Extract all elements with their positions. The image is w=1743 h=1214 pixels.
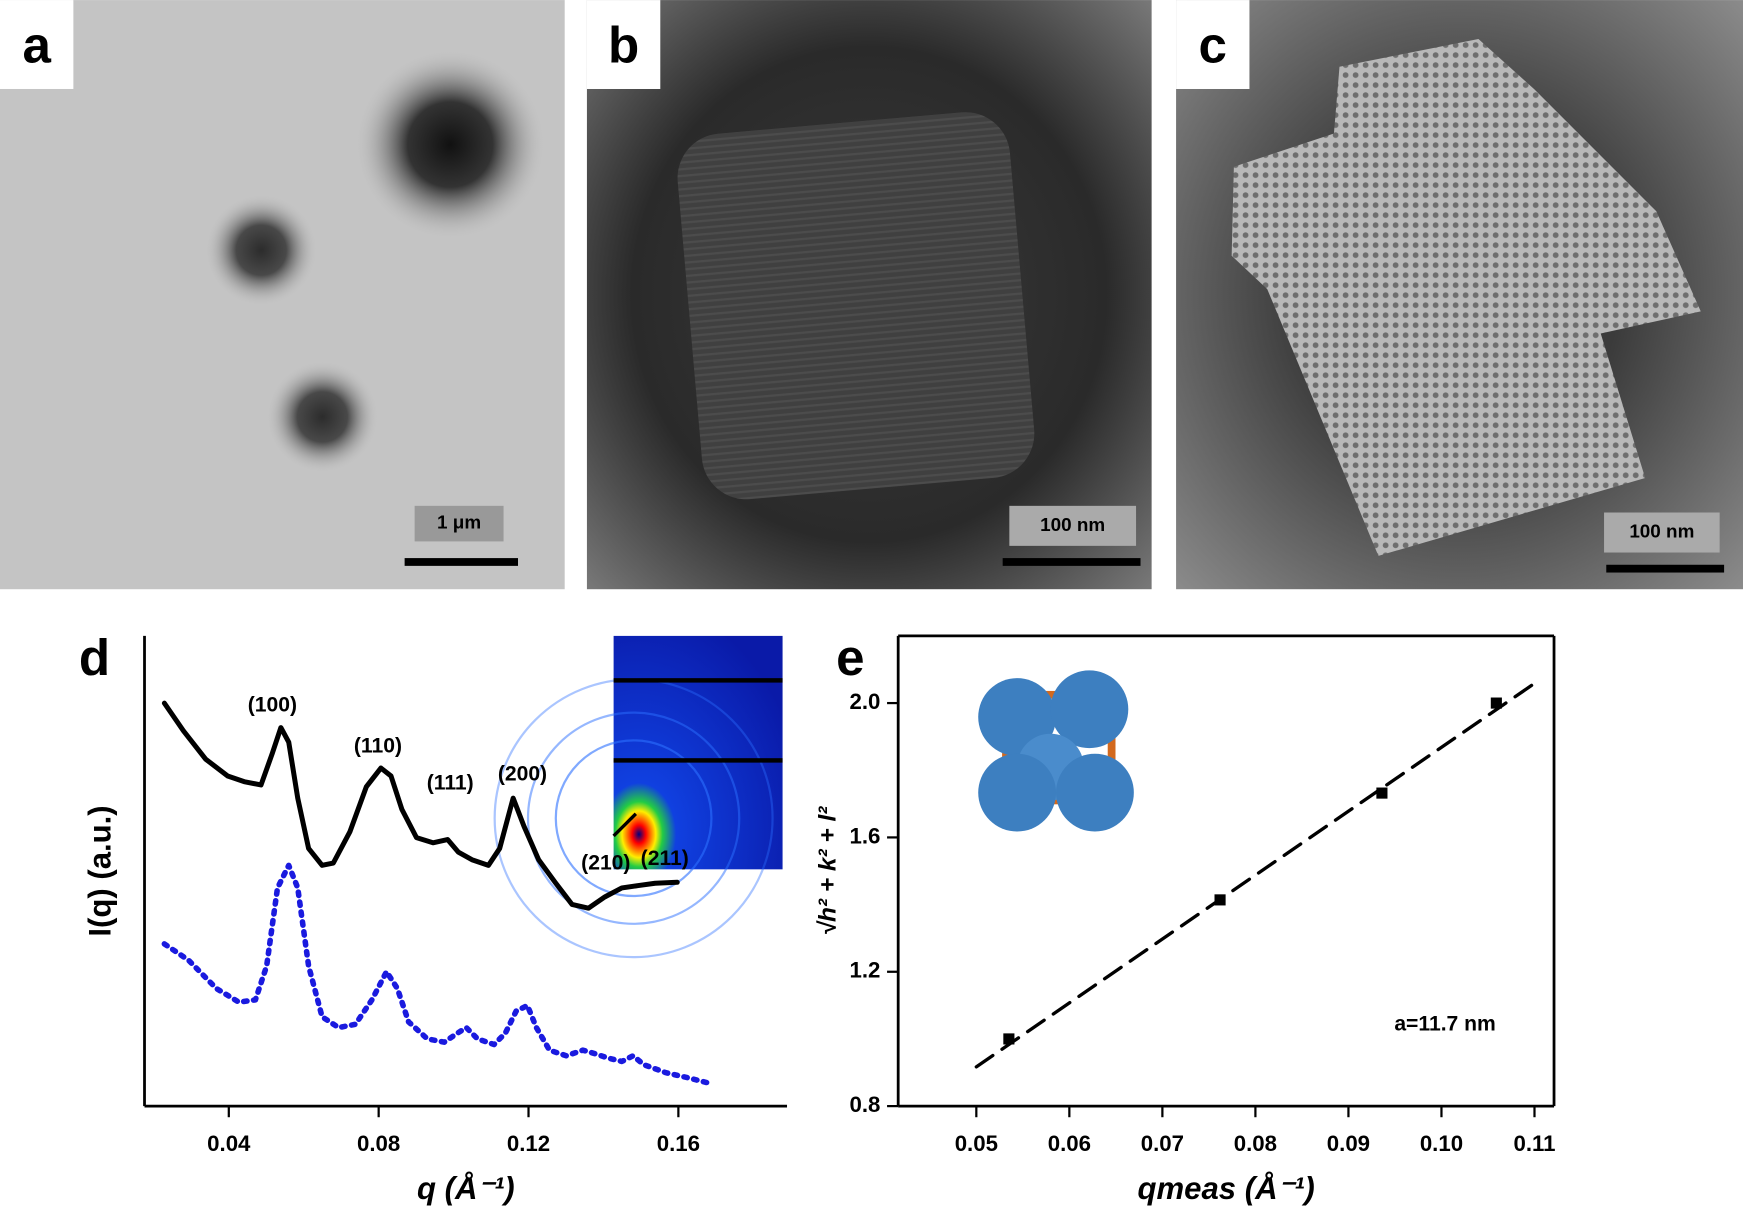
x-tick-label: 0.11 xyxy=(1513,1131,1555,1156)
x-tick-label: 0.10 xyxy=(1420,1131,1463,1156)
y-tick-label: 1.2 xyxy=(850,958,881,983)
charts: d 0.04 0.08 0.12 0.16 q (Å⁻¹) I(q) (a.u.) (100)… xyxy=(79,629,1556,1206)
x-tick-label: 0.05 xyxy=(955,1131,998,1156)
x-tick-label: 0.08 xyxy=(357,1131,400,1156)
x-tick-label: 0.07 xyxy=(1141,1131,1184,1156)
peak-label: (211) xyxy=(641,847,689,870)
peak-label: (210) xyxy=(581,851,630,874)
scale-bar-label: 100 nm xyxy=(1040,515,1105,536)
panel-label: d xyxy=(79,629,110,686)
x-tick-label: 0.09 xyxy=(1327,1131,1370,1156)
data-line xyxy=(161,862,714,1087)
annotation: a=11.7 nm xyxy=(1394,1013,1496,1036)
panel-label: e xyxy=(836,629,864,686)
data-point xyxy=(1003,1033,1015,1045)
panel-label: c xyxy=(1199,16,1227,73)
x-tick-label: 0.06 xyxy=(1048,1131,1091,1156)
panel-label: b xyxy=(608,16,639,73)
y-tick-label: 2.0 xyxy=(850,689,881,714)
panel-label: a xyxy=(22,16,51,73)
y-axis-label: I(q) (a.u.) xyxy=(82,805,117,936)
x-axis-label: q (Å⁻¹) xyxy=(417,1171,515,1206)
scale-bar-label: 100 nm xyxy=(1629,522,1694,543)
x-tick-label: 0.16 xyxy=(657,1131,700,1156)
x-tick-label: 0.04 xyxy=(207,1131,251,1156)
data-point xyxy=(1376,787,1388,799)
micrograph-c: c 100 nm xyxy=(1176,0,1743,590)
y-tick-label: 0.8 xyxy=(850,1092,881,1117)
x-tick-label: 0.12 xyxy=(507,1131,550,1156)
peak-label: (110) xyxy=(354,735,402,758)
x-axis-label: qmeas (Å⁻¹) xyxy=(1138,1171,1315,1206)
y-axis-label: √h² + k² + l² xyxy=(815,806,842,936)
data-point xyxy=(1214,894,1226,906)
micrograph-a: a 1 μm xyxy=(0,0,565,590)
data-line xyxy=(161,700,680,911)
peak-label: (111) xyxy=(427,771,474,794)
y-tick-label: 1.6 xyxy=(850,823,881,848)
x-tick-label: 0.08 xyxy=(1234,1131,1277,1156)
crystal-model xyxy=(978,670,1134,832)
peak-label: (200) xyxy=(498,762,547,785)
peak-label: (100) xyxy=(248,694,297,717)
data-line xyxy=(974,677,1542,1069)
data-point xyxy=(1490,697,1502,709)
scale-bar-label: 1 μm xyxy=(437,513,481,534)
micrograph-b: b 100 nm xyxy=(586,0,1152,590)
saxs-inset xyxy=(493,635,783,959)
